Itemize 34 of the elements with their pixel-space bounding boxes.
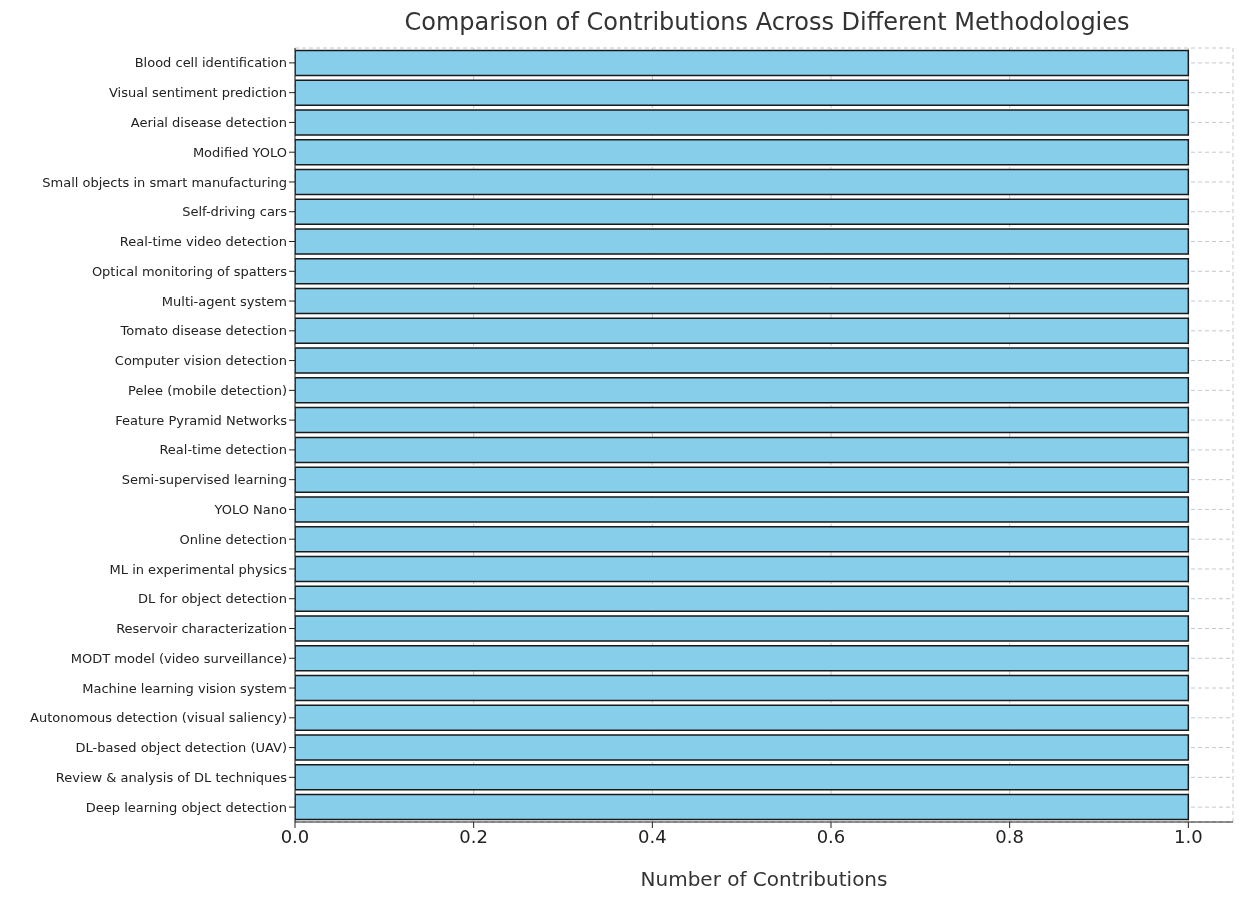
- y-tick-label: Machine learning vision system: [82, 680, 287, 696]
- y-tick-label: Autonomous detection (visual saliency): [30, 710, 287, 726]
- y-tick-label: Review & analysis of DL techniques: [55, 769, 288, 785]
- x-axis-title: Number of Contributions: [640, 867, 888, 891]
- y-tick-label: Aerial disease detection: [130, 115, 287, 131]
- y-tick-label: Feature Pyramid Networks: [115, 412, 288, 428]
- y-tick-label: Reservoir characterization: [116, 621, 287, 637]
- y-tick-label: Real-time detection: [159, 442, 287, 458]
- x-tick-label: 1.0: [1174, 825, 1203, 847]
- y-tick-label: Small objects in smart manufacturing: [42, 174, 287, 190]
- y-tick-label: YOLO Nano: [213, 502, 288, 518]
- y-tick-label: Optical monitoring of spatters: [91, 263, 288, 279]
- y-tick-label: Visual sentiment prediction: [108, 85, 287, 101]
- y-tick-label: ML in experimental physics: [109, 561, 288, 577]
- y-tick-label: DL-based object detection (UAV): [75, 740, 287, 756]
- x-tick-label: 0.8: [995, 825, 1024, 847]
- y-tick-label: Real-time video detection: [119, 234, 287, 250]
- y-tick-label: Blood cell identification: [134, 55, 287, 71]
- y-tick-label: Deep learning object detection: [85, 799, 287, 815]
- y-tick-label: Multi-agent system: [161, 293, 287, 309]
- y-tick-label: Online detection: [179, 531, 287, 547]
- y-tick-label: DL for object detection: [138, 591, 287, 607]
- y-tick-label: MODT model (video surveillance): [70, 650, 287, 666]
- x-tick-label: 0.6: [816, 825, 846, 847]
- y-tick-label: Modified YOLO: [192, 144, 287, 160]
- y-tick-label: Tomato disease detection: [119, 323, 287, 339]
- x-tick-label: 0.2: [459, 825, 488, 847]
- x-tick-label: 0.4: [638, 825, 667, 847]
- x-tick-label: 0.0: [280, 825, 310, 847]
- y-tick-label: Self-driving cars: [182, 204, 288, 220]
- y-tick-label: Computer vision detection: [114, 353, 287, 369]
- y-tick-label: Semi-supervised learning: [121, 472, 287, 488]
- y-tick-label: Pelee (mobile detection): [128, 382, 287, 398]
- chart-title: Comparison of Contributions Across Different Methodologies: [403, 8, 1131, 38]
